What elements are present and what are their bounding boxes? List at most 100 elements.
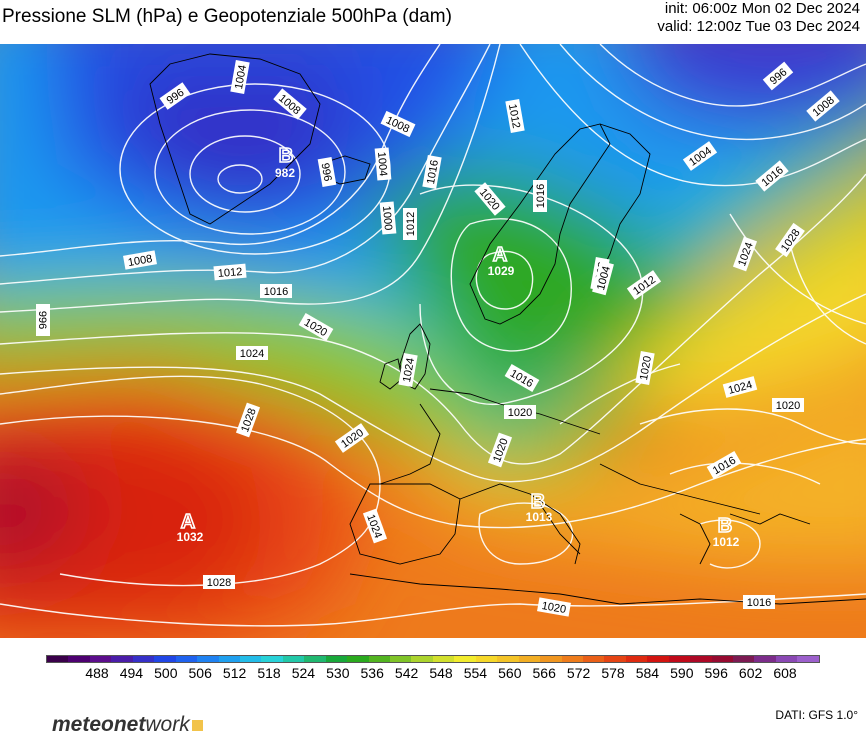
low-center: B 982 [275, 144, 295, 180]
colorbar-segment [625, 656, 648, 662]
center-letter: A [181, 511, 195, 533]
isobar-label: 1016 [747, 597, 771, 609]
colorbar-segment [154, 656, 176, 662]
colorbar-segment [239, 656, 262, 662]
isobar-label: 1008 [127, 253, 153, 269]
colorbar-tick-label: 584 [635, 665, 660, 681]
colorbar-segment [218, 656, 240, 662]
colorbar-segment [390, 656, 412, 662]
meteonetwork-logo: meteonetwork [52, 713, 203, 737]
colorbar-ticks: 488 494 500 506 512 518 524 530 536 542 548 554 560 5… [46, 665, 820, 683]
center-value: 1029 [488, 264, 515, 278]
isobar-label: 1016 [535, 184, 547, 208]
colorbar-segment [690, 656, 712, 662]
colorbar-segment [454, 656, 476, 662]
isobar-labels: 996 1004 1008 1008 1004 1000 1012 1016 1… [36, 60, 840, 617]
colorbar-tick-label: 578 [601, 665, 625, 681]
data-source: DATI: GFS 1.0° [775, 708, 858, 722]
logo-light: work [145, 713, 190, 736]
colorbar-segment [432, 656, 455, 662]
isobar-label: 1016 [425, 159, 441, 185]
isobar-label: 1028 [207, 577, 231, 589]
high-center: A 1029 [488, 243, 515, 278]
run-info: init: 06:00z Mon 02 Dec 2024 valid: 12:0… [657, 0, 860, 36]
colorbar-tick-label: 488 [85, 665, 109, 681]
colorbar-segment [111, 656, 133, 662]
colorbar-segment [733, 656, 755, 662]
colorbar-tick-label: 494 [119, 665, 144, 681]
colorbar-tick-label: 512 [222, 665, 247, 681]
colorbar-tick-label: 530 [326, 665, 350, 681]
isobar-label: 1020 [508, 407, 532, 419]
isobar-label: 1004 [375, 151, 389, 176]
colorbar-segment [711, 656, 733, 662]
center-letter: A [493, 244, 507, 266]
colorbar-segment [261, 656, 283, 662]
isobar-label: 1024 [401, 357, 417, 383]
colorbar-segment [368, 656, 390, 662]
isobar-label: 1004 [233, 64, 249, 90]
logo-bold: meteonet [52, 713, 146, 736]
colorbar-segment [347, 656, 369, 662]
isobar-label: 996 [36, 311, 48, 329]
colorbar-segment [604, 656, 626, 662]
colorbar-tick-label: 500 [154, 665, 178, 681]
colorbar-segment [325, 656, 348, 662]
colorbar-segment [132, 656, 155, 662]
valid-time: valid: 12:00z Tue 03 Dec 2024 [657, 18, 860, 35]
colorbar-segment [582, 656, 605, 662]
colorbar-segment [197, 656, 219, 662]
center-value: 1012 [713, 535, 740, 549]
colorbar-tick-label: 524 [291, 665, 316, 681]
isobar-label: 1012 [506, 103, 522, 129]
colorbar-segment [540, 656, 562, 662]
isobar-label: 1016 [264, 286, 288, 298]
isobar-label: 1020 [638, 355, 654, 381]
center-letter: B [718, 515, 732, 537]
colorbar-tick-label: 554 [463, 665, 488, 681]
colorbar-segment [68, 656, 90, 662]
center-value: 1013 [526, 510, 553, 524]
center-letter: B [531, 491, 545, 513]
colorbar-segment [89, 656, 112, 662]
colorbar-tick-label: 560 [498, 665, 522, 681]
colorbar-segment [175, 656, 198, 662]
colorbar-tick-label: 566 [532, 665, 556, 681]
colorbar-segment [411, 656, 433, 662]
isobar-label: 1020 [541, 600, 567, 616]
colorbar-segment [475, 656, 498, 662]
colorbar-tick-label: 602 [738, 665, 763, 681]
colorbar-segment [797, 656, 819, 662]
colorbar-tick-label: 608 [773, 665, 797, 681]
colorbar [46, 655, 820, 663]
colorbar-segment [282, 656, 305, 662]
isobar-label: 1012 [217, 266, 242, 280]
isobar-label: 1024 [240, 348, 264, 360]
colorbar-tick-label: 536 [360, 665, 384, 681]
center-value: 1032 [177, 530, 204, 544]
isobar-label: 1020 [776, 400, 800, 412]
isobar-label: 996 [319, 162, 334, 182]
colorbar-tick-label: 518 [257, 665, 281, 681]
low-center: B 1012 [713, 514, 740, 549]
pressure-centers: B 982 A 1029 A 1032 B 1013 B 1012 [177, 144, 740, 549]
chart-title: Pressione SLM (hPa) e Geopotenziale 500h… [2, 6, 452, 27]
init-time: init: 06:00z Mon 02 Dec 2024 [664, 0, 860, 17]
colorbar-segment [647, 656, 669, 662]
colorbar-segment [668, 656, 691, 662]
colorbar-segment [561, 656, 583, 662]
colorbar-tick-label: 572 [566, 665, 591, 681]
colorbar-segment [304, 656, 326, 662]
colorbar-tick-label: 596 [704, 665, 728, 681]
colorbar-tick-label: 590 [670, 665, 694, 681]
colorbar-segment [754, 656, 776, 662]
logo-square-icon [191, 720, 203, 731]
isobar-label: 1012 [405, 212, 417, 236]
center-letter: B [279, 145, 293, 167]
high-center: A 1032 [177, 510, 204, 544]
colorbar-segment [497, 656, 519, 662]
colorbar-segment [47, 656, 69, 662]
forecast-map: 996 1004 1008 1008 1004 1000 1012 1016 1… [0, 44, 866, 638]
center-value: 982 [275, 166, 295, 180]
low-center: B 1013 [526, 490, 553, 524]
